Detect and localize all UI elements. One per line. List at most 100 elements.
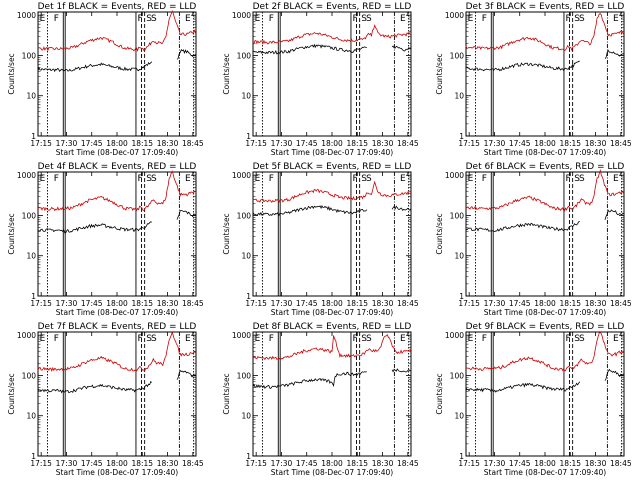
x-tick-label: 17:30: [271, 459, 293, 468]
y-axis-label: Counts/sec: [7, 213, 16, 254]
lld-series-line: [252, 333, 412, 361]
event-marker-label: F: [482, 174, 487, 184]
x-tick-label: 17:45: [81, 459, 103, 468]
event-marker-label: F: [482, 14, 487, 24]
x-tick-label: 18:15: [559, 139, 581, 148]
y-axis-label: Counts/sec: [222, 213, 231, 254]
event-marker-label: E: [400, 334, 406, 344]
panel-title: Det 4f BLACK = Events, RED = LLD: [38, 162, 197, 172]
panel-3: Det 3f BLACK = Events, RED = LLD 1 10 100 10…: [435, 2, 632, 157]
x-tick-label: 18:00: [106, 139, 128, 148]
plot-frame: [37, 11, 197, 137]
x-tick-label: 18:45: [397, 459, 419, 468]
event-marker-label: S: [146, 174, 152, 184]
event-marker-label: F: [54, 334, 59, 344]
event-marker-label: S: [361, 174, 367, 184]
y-tick-label: 1000: [17, 331, 36, 340]
y-axis-label: Counts/sec: [222, 373, 231, 414]
event-marker-label: F: [353, 14, 358, 24]
event-marker-label: F: [353, 174, 358, 184]
y-tick-label: 1: [246, 132, 251, 141]
x-tick-label: 17:30: [56, 139, 78, 148]
x-tick-label: 18:15: [346, 139, 368, 148]
y-tick-label: 10: [454, 92, 464, 101]
x-axis-label: Start Time (08-Dec-07 17:09:40): [484, 148, 606, 157]
x-tick-label: 18:00: [534, 459, 556, 468]
x-tick-label: 18:15: [131, 139, 153, 148]
y-tick-label: 100: [450, 371, 465, 380]
event-marker-label: E: [185, 334, 191, 344]
x-tick-label: 17:45: [296, 299, 318, 308]
panel-2: Det 2f BLACK = Events, RED = LLD 1 10 100 10…: [222, 2, 419, 157]
x-axis-label: Start Time (08-Dec-07 17:09:40): [271, 308, 393, 317]
x-tick-label: 18:00: [534, 139, 556, 148]
y-axis-label: Counts/sec: [7, 373, 16, 414]
x-tick-label: 18:00: [321, 299, 343, 308]
events-series-line-segment: [176, 48, 197, 60]
plot-frame: [37, 331, 197, 457]
event-marker-label: F: [269, 334, 274, 344]
event-marker-label: F: [566, 174, 571, 184]
events-series-line: [252, 43, 367, 55]
y-tick-label: 1000: [445, 331, 464, 340]
y-tick-label: 1: [459, 292, 464, 301]
event-marker-label: S: [146, 334, 152, 344]
x-tick-label: 17:15: [458, 139, 480, 148]
events-series-line: [465, 381, 581, 393]
plot-frame: [252, 171, 412, 297]
x-axis-label: Start Time (08-Dec-07 17:09:40): [56, 148, 178, 157]
event-marker-label: S: [151, 334, 157, 344]
x-tick-label: 18:00: [106, 299, 128, 308]
x-tick-label: 18:45: [610, 299, 632, 308]
event-marker-label: S: [366, 14, 372, 24]
events-series-line: [252, 371, 367, 389]
x-tick-label: 17:30: [484, 139, 506, 148]
plot-frame: [252, 11, 412, 137]
y-axis-label: Counts/sec: [222, 53, 231, 94]
event-marker-label: E: [613, 174, 619, 184]
y-tick-label: 1: [31, 132, 36, 141]
y-tick-label: 1000: [445, 11, 464, 20]
x-tick-label: 18:30: [372, 459, 394, 468]
lld-series-line: [37, 330, 197, 372]
x-axis-label: Start Time (08-Dec-07 17:09:40): [56, 468, 178, 477]
events-series-line-segment: [391, 45, 412, 52]
y-tick-label: 1000: [17, 171, 36, 180]
event-marker-label: E: [185, 14, 191, 24]
event-marker-label: S: [574, 334, 580, 344]
x-tick-label: 18:45: [182, 459, 204, 468]
y-tick-label: 1: [459, 452, 464, 461]
event-marker-label: F: [138, 14, 143, 24]
x-tick-label: 18:45: [397, 139, 419, 148]
panel-7: Det 7f BLACK = Events, RED = LLD 1 10 100 10…: [7, 322, 204, 477]
events-series-line-segment: [391, 368, 412, 373]
events-series-line: [37, 380, 153, 394]
panel-1: Det 1f BLACK = Events, RED = LLD 1 10 100 10…: [7, 2, 204, 157]
events-series-line-segment: [391, 205, 412, 212]
x-tick-label: 17:15: [458, 299, 480, 308]
y-tick-label: 1: [459, 132, 464, 141]
x-tick-label: 18:30: [585, 139, 607, 148]
panel-6: Det 6f BLACK = Events, RED = LLD 1 10 100 10…: [435, 162, 632, 317]
x-tick-label: 18:00: [106, 459, 128, 468]
event-marker-label: F: [353, 334, 358, 344]
panel-title: Det 7f BLACK = Events, RED = LLD: [38, 322, 197, 332]
x-tick-label: 17:45: [509, 139, 531, 148]
x-tick-label: 18:45: [610, 459, 632, 468]
x-tick-label: 18:15: [559, 459, 581, 468]
x-tick-label: 17:45: [81, 299, 103, 308]
plot-frame: [37, 171, 197, 297]
x-tick-label: 17:15: [30, 139, 52, 148]
x-tick-label: 17:30: [271, 299, 293, 308]
lld-series-line: [37, 170, 197, 212]
y-tick-label: 1000: [232, 11, 251, 20]
y-tick-label: 100: [237, 51, 252, 60]
event-marker-label: F: [54, 174, 59, 184]
y-tick-label: 1: [31, 292, 36, 301]
x-tick-label: 18:30: [585, 459, 607, 468]
lld-series-line: [37, 9, 197, 52]
y-tick-label: 10: [26, 92, 36, 101]
event-marker-label: F: [482, 334, 487, 344]
events-series-line-segment: [604, 49, 624, 60]
lld-series-line: [252, 180, 412, 204]
